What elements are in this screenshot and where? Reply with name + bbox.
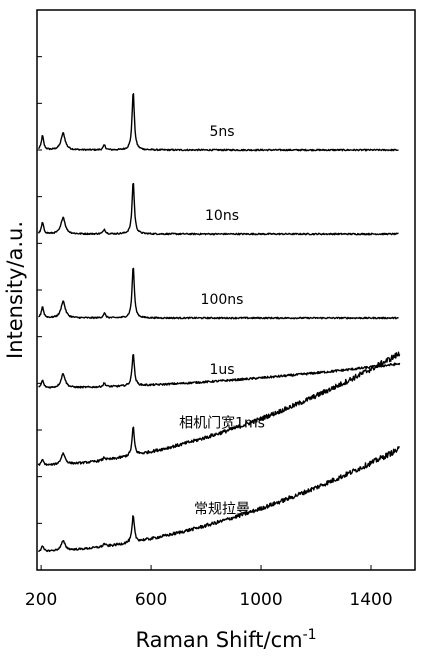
plot-frame — [36, 9, 416, 571]
series-label-2: 100ns — [201, 292, 244, 308]
y-axis-ticks — [37, 56, 42, 524]
series-line-5 — [38, 446, 400, 553]
series-line-0 — [38, 92, 399, 152]
series-labels: 5ns 10ns 100ns 1us 相机门宽1ms 常规拉曼 — [179, 124, 265, 517]
series-line-1 — [37, 182, 399, 236]
x-tick-label-200: 200 — [25, 590, 57, 610]
x-axis-ticks: 200 600 1000 1400 — [25, 565, 393, 610]
series-label-0: 5ns — [209, 124, 234, 140]
series-line-4 — [37, 351, 401, 466]
series-label-3: 1us — [209, 362, 234, 378]
series-label-4: 相机门宽1ms — [179, 414, 265, 431]
series-label-5: 常规拉曼 — [194, 501, 250, 517]
series-lines — [37, 92, 401, 553]
x-tick-label-1400: 1400 — [349, 590, 392, 610]
series-line-2 — [38, 267, 399, 320]
series-line-3 — [38, 354, 401, 389]
x-tick-label-1000: 1000 — [239, 590, 282, 610]
y-axis-title: Intensity/a.u. — [3, 221, 27, 359]
x-axis-title: Raman Shift/cm-1 — [135, 627, 316, 652]
x-tick-label-600: 600 — [135, 590, 167, 610]
series-label-1: 10ns — [205, 208, 239, 224]
